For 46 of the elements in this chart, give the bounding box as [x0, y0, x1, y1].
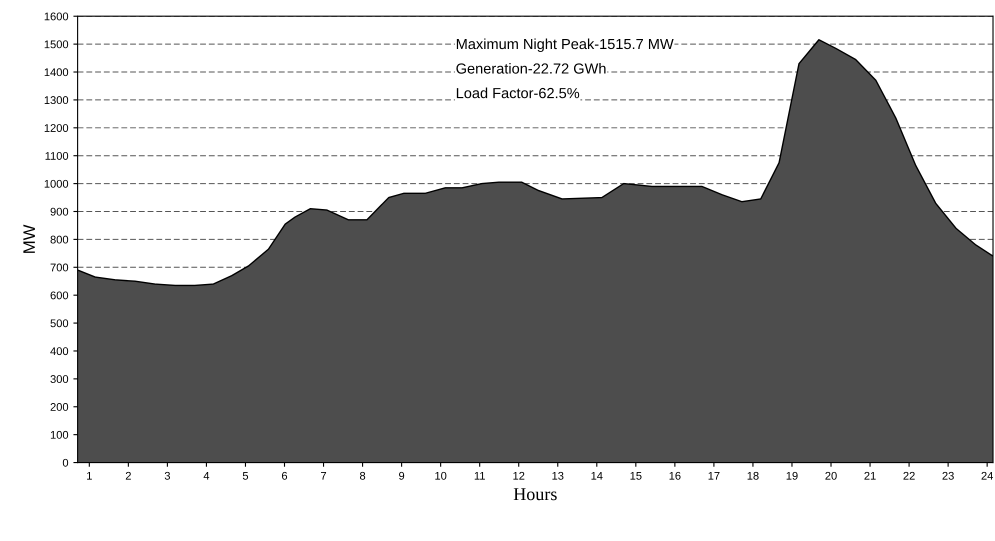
x-tick-label: 3 [164, 472, 170, 480]
y-tick-label: 1400 [44, 68, 68, 76]
x-tick-label: 6 [282, 472, 288, 480]
y-tick-label: 700 [50, 264, 68, 272]
y-tick-label: 1200 [44, 124, 68, 132]
y-tick-label: 200 [50, 403, 68, 411]
y-tick-label: 800 [50, 236, 68, 244]
y-tick-label: 1100 [46, 152, 68, 160]
x-tick-label: 8 [360, 472, 366, 480]
y-tick-label: 600 [50, 291, 68, 300]
x-tick-label: 22 [903, 472, 915, 480]
annotation: Maximum Night Peak-1515.7 MW [456, 38, 674, 52]
x-tick-label: 14 [591, 472, 603, 480]
y-tick-label: 1000 [44, 180, 68, 188]
x-tick-label: 9 [399, 472, 404, 480]
y-tick-label: 1300 [44, 96, 68, 104]
y-tick-label: 500 [50, 319, 68, 328]
y-tick-label: 900 [50, 208, 68, 216]
x-tick-label: 7 [321, 472, 326, 480]
y-tick-label: 400 [50, 347, 68, 356]
annotation: Generation-22.72 GWh [456, 62, 606, 74]
y-tick-label: 0 [62, 458, 68, 467]
x-tick-label: 18 [748, 472, 759, 480]
x-tick-label: 12 [513, 472, 524, 480]
x-tick-label: 19 [786, 472, 798, 480]
x-tick-label: 5 [242, 472, 248, 480]
y-tick-label: 1500 [44, 40, 68, 48]
x-tick-label: 15 [630, 472, 642, 480]
x-tick-label: 21 [864, 472, 876, 480]
x-tick-label: 17 [708, 472, 720, 480]
x-tick-label: 20 [825, 472, 837, 480]
x-axis-title: Hours [514, 488, 557, 500]
y-tick-label: 100 [50, 430, 68, 439]
y-axis-title: MW [23, 224, 35, 253]
x-tick-label: 1 [87, 472, 92, 480]
x-tick-label: 16 [670, 472, 681, 480]
x-tick-label: 11 [474, 472, 485, 480]
x-tick-label: 23 [942, 472, 954, 480]
y-tick-label: 300 [50, 375, 68, 384]
x-tick-label: 4 [204, 472, 210, 480]
x-tick-label: 24 [982, 472, 994, 480]
x-tick-label: 10 [435, 472, 446, 480]
annotation: Load Factor-62.5% [456, 88, 580, 98]
x-tick-label: 13 [552, 472, 564, 480]
x-tick-label: 2 [126, 472, 131, 480]
y-tick-label: 1600 [44, 12, 68, 20]
